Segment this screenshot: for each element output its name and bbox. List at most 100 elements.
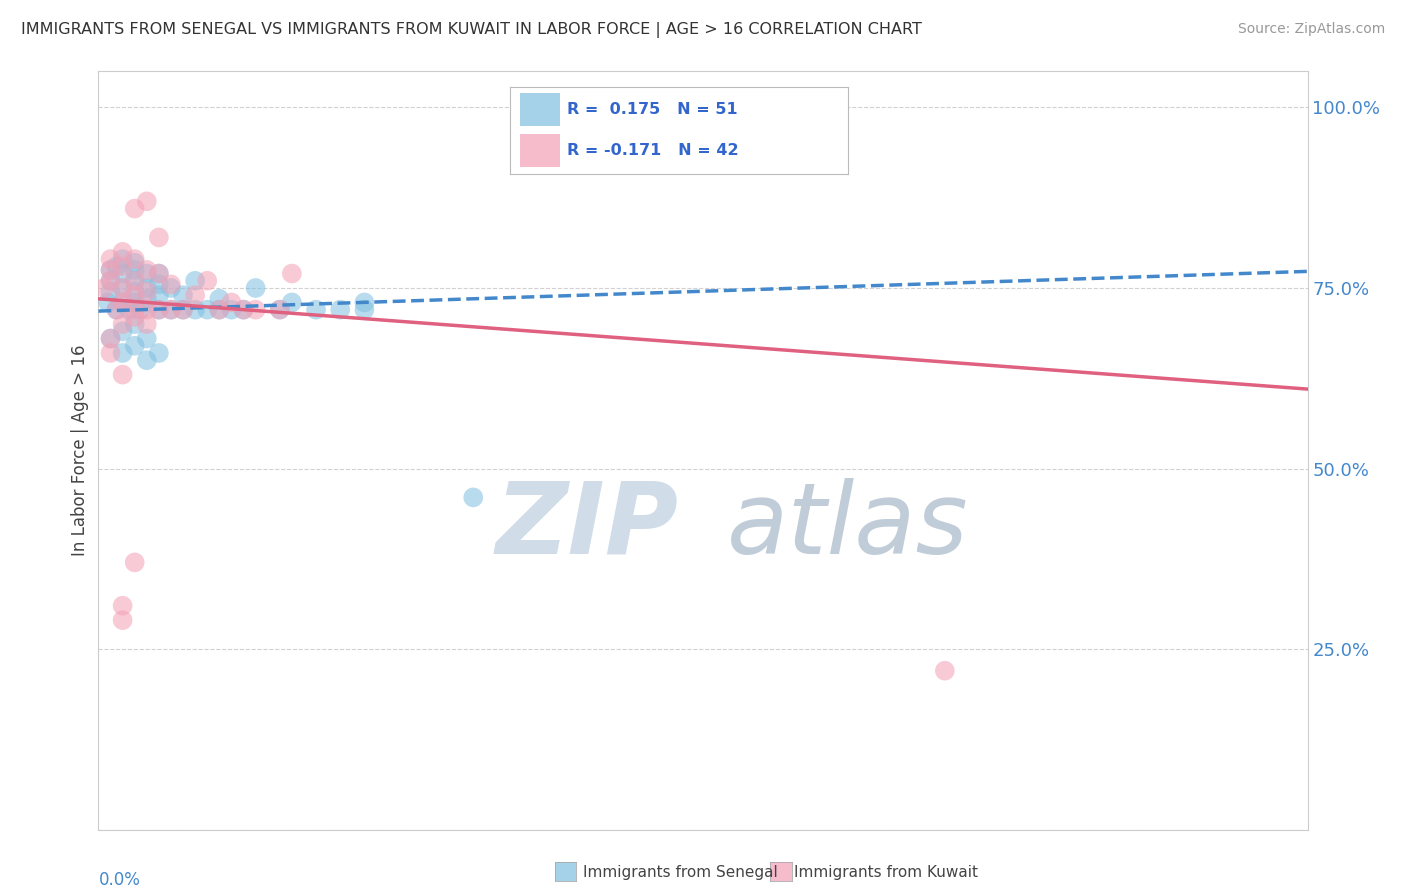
Point (135, 281, 157, 295)
Point (111, 599, 134, 613)
Point (463, 491, 485, 505)
Point (100, 332, 122, 346)
Point (281, 267, 304, 281)
Point (111, 281, 134, 295)
Point (184, 288, 207, 302)
Point (100, 252, 122, 266)
Text: Immigrants from Senegal: Immigrants from Senegal (583, 865, 779, 880)
Point (184, 302, 207, 317)
Point (111, 244, 134, 259)
Point (160, 281, 183, 295)
Point (111, 295, 134, 310)
Point (111, 613, 134, 627)
Point (111, 260, 134, 274)
Point (245, 302, 267, 317)
Point (135, 194, 157, 209)
Point (353, 295, 375, 310)
Point (124, 317, 146, 331)
Point (111, 267, 134, 281)
Point (148, 277, 170, 292)
Point (148, 267, 170, 281)
Point (124, 274, 146, 288)
Point (124, 555, 146, 569)
Point (148, 267, 170, 281)
Point (148, 302, 170, 317)
Point (124, 285, 146, 299)
Point (269, 302, 291, 317)
Y-axis label: In Labor Force | Age > 16: In Labor Force | Age > 16 (70, 344, 89, 557)
Point (124, 263, 146, 277)
Text: Source: ZipAtlas.com: Source: ZipAtlas.com (1237, 22, 1385, 37)
Text: atlas: atlas (727, 478, 969, 574)
Point (208, 302, 231, 317)
Point (118, 302, 141, 317)
Point (208, 292, 231, 306)
Point (105, 302, 128, 317)
Point (329, 302, 352, 317)
Point (111, 346, 134, 360)
Point (135, 353, 157, 368)
Point (124, 252, 146, 266)
Point (148, 302, 170, 317)
Point (124, 274, 146, 288)
Text: ZIP: ZIP (496, 478, 679, 574)
Point (93, 281, 115, 295)
Point (172, 302, 194, 317)
Point (100, 274, 122, 288)
Point (353, 302, 375, 317)
Point (934, 664, 956, 678)
Point (100, 285, 122, 299)
Point (97, 295, 120, 310)
Point (195, 274, 218, 288)
Point (148, 288, 170, 302)
Point (100, 274, 122, 288)
Point (100, 346, 122, 360)
Point (269, 302, 291, 317)
Point (100, 263, 122, 277)
Point (135, 302, 157, 317)
Point (232, 302, 254, 317)
Point (124, 295, 146, 310)
Point (111, 324, 134, 338)
Point (111, 317, 134, 331)
Point (208, 302, 231, 317)
Point (124, 256, 146, 270)
Point (111, 252, 134, 266)
Point (124, 339, 146, 353)
Point (135, 263, 157, 277)
Point (124, 310, 146, 324)
Point (124, 288, 146, 302)
Point (135, 267, 157, 281)
Point (105, 302, 128, 317)
Point (124, 302, 146, 317)
Point (221, 302, 243, 317)
Point (232, 302, 254, 317)
Point (160, 302, 183, 317)
Point (305, 302, 328, 317)
Text: 0.0%: 0.0% (98, 871, 141, 889)
Point (135, 317, 157, 331)
Point (105, 260, 128, 274)
Text: Immigrants from Kuwait: Immigrants from Kuwait (794, 865, 979, 880)
Point (111, 368, 134, 382)
Point (172, 302, 194, 317)
Point (160, 302, 183, 317)
Point (100, 332, 122, 346)
Point (160, 277, 183, 292)
Point (100, 263, 122, 277)
Point (111, 295, 134, 310)
Point (281, 295, 304, 310)
Point (245, 281, 267, 295)
Point (135, 285, 157, 299)
Point (135, 332, 157, 346)
Point (221, 295, 243, 310)
Point (135, 292, 157, 306)
Point (195, 302, 218, 317)
Point (148, 346, 170, 360)
Point (129, 302, 152, 317)
Point (184, 274, 207, 288)
Text: IMMIGRANTS FROM SENEGAL VS IMMIGRANTS FROM KUWAIT IN LABOR FORCE | AGE > 16 CORR: IMMIGRANTS FROM SENEGAL VS IMMIGRANTS FR… (21, 22, 922, 38)
Point (148, 230, 170, 244)
Point (172, 288, 194, 302)
Point (124, 202, 146, 216)
